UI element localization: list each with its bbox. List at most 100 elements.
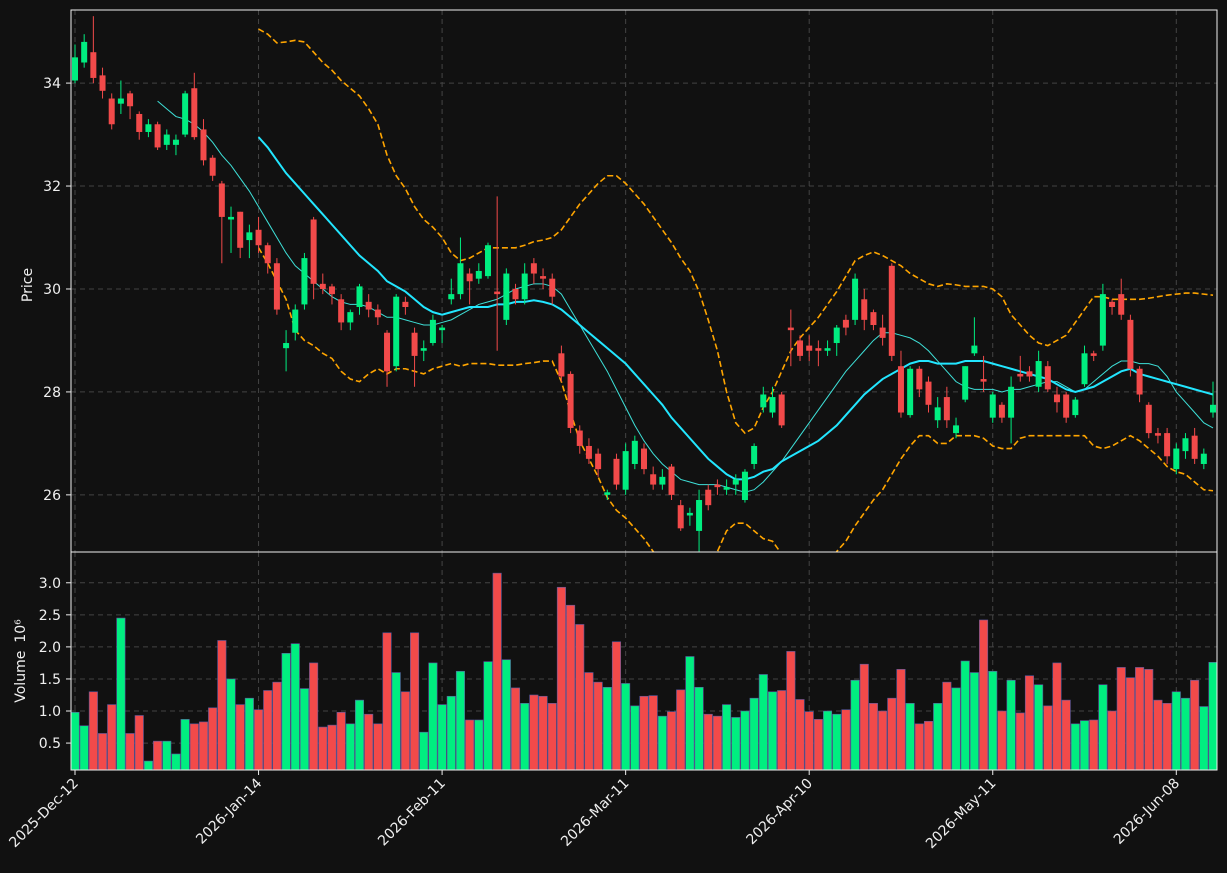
candle-body [328, 286, 335, 295]
volume-bar [942, 681, 952, 770]
volume-bar [446, 695, 456, 770]
candle-body [347, 312, 354, 323]
volume-bar [914, 723, 924, 770]
candle-body [953, 425, 960, 434]
volume-bar [1098, 684, 1108, 770]
candle-body [365, 301, 372, 310]
candle-body [604, 492, 611, 495]
volume-bar [373, 723, 383, 770]
candle-body [714, 484, 721, 488]
candle-body [402, 301, 409, 307]
volume-bar [290, 643, 300, 770]
candle-body [1090, 353, 1097, 356]
candle-body [806, 345, 813, 351]
y-tick-label: 32 [43, 179, 61, 195]
candle-body [503, 273, 510, 320]
candle-body [852, 278, 859, 320]
candle-body [567, 373, 574, 428]
volume-bar [428, 662, 438, 770]
candle-body [622, 451, 629, 490]
volume-bar [639, 695, 649, 770]
candle-body [769, 397, 776, 413]
y-tick-label: 0.5 [39, 736, 61, 752]
y-tick-label: 2.5 [39, 608, 61, 624]
candle-body [228, 216, 235, 220]
candle-body [411, 332, 418, 356]
candle-body [108, 98, 115, 125]
candle-body [787, 327, 794, 331]
volume-bar [602, 686, 612, 770]
candle-body [1173, 448, 1180, 470]
volume-bar [327, 724, 337, 770]
candle-body [521, 273, 528, 300]
volume-bar [566, 604, 576, 770]
volume-bar [786, 651, 796, 770]
candle-body [962, 366, 969, 400]
volume-bar [676, 689, 686, 770]
candle-body [595, 453, 602, 470]
volume-bar [960, 660, 970, 770]
candle-body [870, 312, 877, 326]
candle-body [540, 276, 547, 279]
candle-body [943, 397, 950, 421]
volume-bar [1015, 712, 1025, 770]
candle-body [283, 343, 290, 349]
volume-bar [740, 710, 750, 770]
candle-body [1200, 453, 1207, 464]
volume-bar [354, 699, 365, 770]
candle-body [686, 512, 693, 516]
volume-bar [1034, 684, 1044, 770]
candle-body [1136, 368, 1143, 395]
candle-body [641, 448, 647, 470]
volume-frame [70, 551, 1218, 771]
volume-bar [1006, 679, 1016, 770]
volume-bar [722, 704, 732, 770]
volume-bar [474, 719, 484, 770]
y-tick-label: 1.0 [39, 704, 61, 720]
volume-bar [878, 710, 888, 770]
volume-bar [1144, 669, 1154, 770]
candle-body [182, 93, 189, 135]
volume-bar [859, 663, 869, 770]
candle-body [255, 229, 262, 246]
candle-body [338, 299, 345, 323]
candle-body [319, 283, 326, 289]
candle-body [448, 294, 455, 300]
volume-bar [1135, 667, 1145, 770]
candle-body [1044, 366, 1051, 390]
candle-body [301, 258, 308, 305]
volume-bar [71, 711, 80, 770]
volume-bar [1089, 719, 1099, 770]
volume-bar [116, 617, 126, 770]
candle-body [429, 319, 436, 344]
candle-body [760, 394, 767, 408]
volume-bar [263, 690, 273, 770]
candle-body [879, 327, 886, 338]
candle-body [1072, 399, 1079, 416]
volume-bar [648, 695, 658, 770]
volume-label: Volume [13, 651, 29, 703]
candle-body [1182, 438, 1189, 452]
candle-body [1008, 386, 1015, 418]
candle-body [1026, 371, 1033, 377]
volume-bar [364, 713, 374, 770]
candle-body [797, 340, 804, 356]
candle-body [907, 368, 914, 416]
volume-bar [767, 691, 778, 770]
candle-body [925, 381, 932, 405]
candle-body [191, 88, 198, 138]
candle-body [310, 219, 317, 284]
volume-bar [685, 656, 695, 770]
volume-bar [621, 683, 631, 770]
candle-body [1145, 404, 1152, 434]
candle-body [292, 309, 299, 333]
volume-bar [1190, 679, 1200, 770]
volume-bar [483, 661, 493, 770]
candle-body [916, 368, 923, 390]
volume-bar [162, 740, 172, 770]
volume-bar [630, 705, 640, 770]
volume-bar [79, 725, 89, 770]
volume-bar [1070, 723, 1080, 770]
volume-bar [749, 697, 759, 770]
